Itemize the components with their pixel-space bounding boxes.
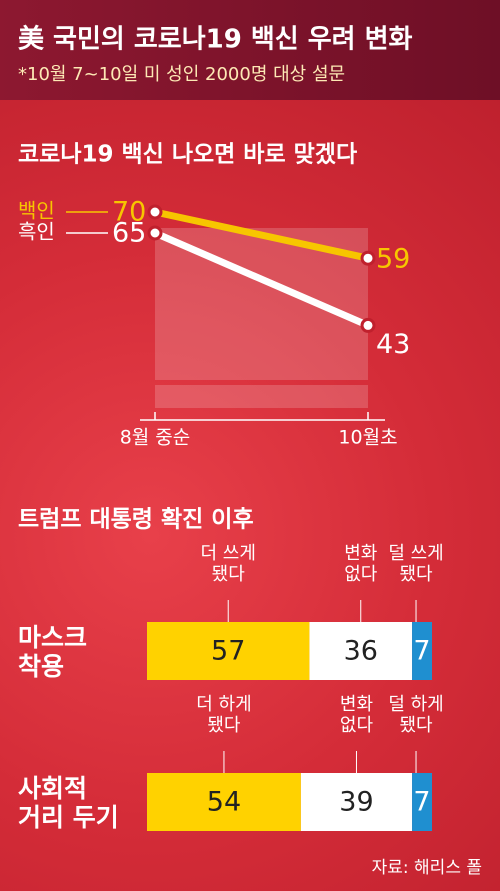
legend-label: 덜 쓰게 됐다 [388, 543, 444, 585]
legend-label: 변화 없다 [344, 543, 378, 585]
value-label: 7 [413, 787, 430, 818]
category-label: 마스크 착용 [18, 623, 88, 681]
value-label: 7 [413, 636, 430, 667]
title: 美 국민의 코로나19 백신 우려 변화 [18, 24, 413, 55]
value-label: 65 [112, 218, 146, 249]
value-label: 59 [376, 244, 410, 275]
legend-label: 더 하게 됐다 [196, 694, 252, 736]
legend-label: 변화 없다 [339, 694, 374, 736]
x-tick-label: 8월 중순 [120, 427, 191, 449]
value-label: 39 [339, 787, 373, 818]
bar-segment [300, 773, 413, 831]
bar-segment [147, 773, 301, 831]
section-title: 트럼프 대통령 확진 이후 [18, 507, 254, 533]
section-title: 코로나19 백신 나오면 바로 맞겠다 [18, 142, 357, 168]
legend-label: 백인 [18, 199, 55, 223]
bar-segment [412, 622, 432, 680]
legend-label: 덜 하게 됐다 [388, 694, 444, 736]
point [147, 204, 163, 220]
x-tick-label: 10월초 [338, 427, 397, 449]
bar-segment [147, 622, 310, 680]
panel-band [155, 385, 368, 408]
category-label: 사회적 거리 두기 [18, 774, 119, 832]
point [360, 317, 376, 333]
point [147, 225, 163, 241]
header-bg [0, 0, 500, 100]
value-label: 43 [376, 329, 410, 360]
point [360, 250, 376, 266]
line [153, 229, 370, 329]
value-label: 70 [112, 197, 146, 228]
legend-label: 흑인 [18, 220, 55, 244]
legend-label: 더 쓰게 됐다 [200, 543, 256, 585]
line [154, 208, 369, 262]
value-label: 36 [344, 636, 378, 667]
value-label: 54 [207, 787, 241, 818]
bar-segment [412, 773, 432, 831]
subtitle: *10월 7~10일 미 성인 2000명 대상 설문 [18, 64, 345, 85]
bar-segment [309, 622, 413, 680]
value-label: 57 [211, 636, 245, 667]
source: 자료: 해리스 폴 [372, 858, 482, 878]
